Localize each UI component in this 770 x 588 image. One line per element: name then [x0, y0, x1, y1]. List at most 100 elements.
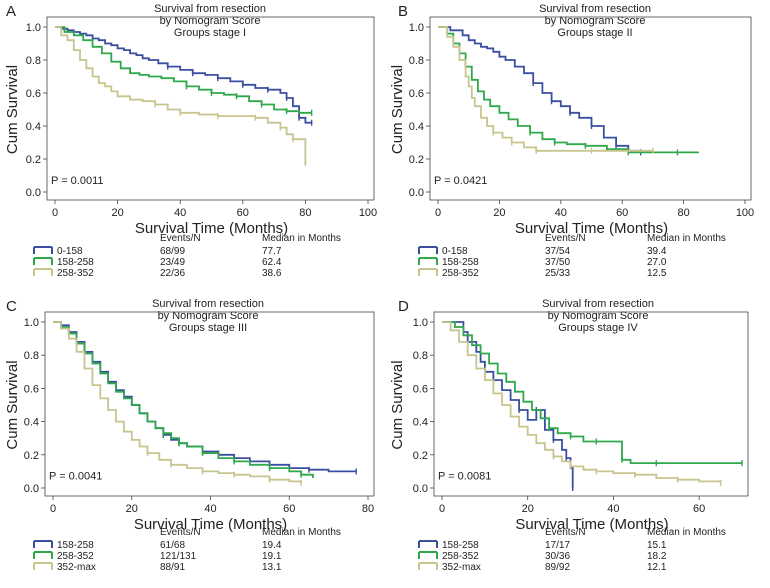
x-tick-label: 40 — [204, 503, 216, 515]
series-line-352-max — [53, 321, 302, 483]
chart-title-line: by Nomogram Score — [158, 310, 259, 322]
table-median: 62.4 — [262, 257, 282, 268]
series-line-0-158 — [55, 26, 312, 124]
legend-entry: 258-352 — [442, 551, 479, 562]
panel-label: D — [398, 298, 409, 315]
series-line-258-352 — [55, 26, 307, 166]
plot-frame — [433, 311, 749, 497]
p-value: P = 0.0041 — [49, 471, 102, 483]
y-tick-label: 0.2 — [24, 450, 39, 462]
y-tick-label: 0.8 — [26, 55, 41, 67]
chart-title-line: Groups stage I — [174, 27, 246, 39]
x-tick-label: 60 — [693, 503, 705, 515]
chart-title-line: Groups stage IV — [558, 322, 638, 334]
y-tick-label: 0.2 — [413, 450, 428, 462]
legend-entry: 0-158 — [57, 246, 83, 257]
y-tick-label: 0.6 — [24, 383, 39, 395]
x-tick-label: 40 — [174, 207, 186, 219]
legend-entry: 158-258 — [442, 257, 479, 268]
table-events: 37/54 — [545, 246, 570, 257]
x-tick-label: 20 — [522, 503, 534, 515]
series-line-258-352 — [438, 26, 653, 152]
y-tick-label: 0.6 — [26, 88, 41, 100]
panel-label: B — [398, 3, 408, 20]
table-median: 77.7 — [262, 246, 282, 257]
x-tick-label: 80 — [362, 503, 374, 515]
table-median: 38.6 — [262, 268, 282, 279]
plot-frame — [429, 16, 752, 201]
legend-entry: 352-max — [57, 562, 96, 573]
table-median: 15.1 — [647, 540, 667, 551]
table-events: 30/36 — [545, 551, 570, 562]
y-tick-label: 0.8 — [24, 350, 39, 362]
table-header-median: Median in Months — [262, 527, 341, 538]
y-tick-label: 0.6 — [413, 383, 428, 395]
table-events: 17/17 — [545, 540, 570, 551]
chart-title-line: Survival from resection — [154, 3, 266, 15]
plot-frame — [44, 311, 375, 497]
x-tick-label: 0 — [50, 503, 56, 515]
y-tick-label: 0.4 — [409, 121, 424, 133]
table-header-median: Median in Months — [647, 233, 726, 244]
x-tick-label: 60 — [283, 503, 295, 515]
x-tick-label: 100 — [736, 207, 754, 219]
table-events: 23/49 — [160, 257, 185, 268]
y-tick-label: 0.0 — [26, 187, 41, 199]
legend-entry: 158-258 — [442, 540, 479, 551]
legend-entry: 158-258 — [57, 257, 94, 268]
x-tick-label: 60 — [616, 207, 628, 219]
x-tick-label: 0 — [52, 207, 58, 219]
legend-entry: 0-158 — [442, 246, 468, 257]
series-line-352-max — [442, 321, 722, 483]
x-tick-label: 20 — [111, 207, 123, 219]
x-axis-label: Survival Time (Months) — [515, 220, 668, 237]
y-tick-label: 1.0 — [24, 317, 39, 329]
table-events: 25/33 — [545, 268, 570, 279]
chart-title-line: by Nomogram Score — [545, 15, 646, 27]
table-median: 19.1 — [262, 551, 282, 562]
table-header-events: Events/N — [160, 233, 201, 244]
table-header-median: Median in Months — [647, 527, 726, 538]
table-header-events: Events/N — [545, 527, 586, 538]
p-value: P = 0.0421 — [434, 175, 487, 187]
panel-label: A — [6, 3, 16, 20]
chart-title-line: Survival from resection — [542, 298, 654, 310]
y-axis-label: Cum Survival — [4, 65, 21, 154]
chart-title-line: by Nomogram Score — [548, 310, 649, 322]
series-line-258-352 — [442, 321, 742, 464]
y-tick-label: 1.0 — [413, 317, 428, 329]
table-median: 27.0 — [647, 257, 667, 268]
table-median: 13.1 — [262, 562, 282, 573]
series-line-258-352 — [53, 321, 314, 478]
table-events: 61/68 — [160, 540, 185, 551]
x-tick-label: 80 — [299, 207, 311, 219]
panel-label: C — [6, 298, 17, 315]
chart-title-line: Groups stage III — [169, 322, 247, 334]
series-line-158-258 — [438, 26, 699, 154]
chart-title-line: Survival from resection — [539, 3, 651, 15]
y-tick-label: 0.0 — [24, 483, 39, 495]
y-axis-label: Cum Survival — [389, 65, 406, 154]
series-line-158-258 — [442, 321, 574, 488]
plot-frame — [46, 16, 375, 201]
x-tick-label: 20 — [126, 503, 138, 515]
y-tick-label: 0.0 — [413, 483, 428, 495]
x-axis-label: Survival Time (Months) — [515, 516, 668, 533]
y-axis-label: Cum Survival — [389, 360, 406, 449]
x-axis-label: Survival Time (Months) — [135, 220, 288, 237]
x-tick-label: 0 — [435, 207, 441, 219]
y-tick-label: 0.8 — [413, 350, 428, 362]
y-tick-label: 0.8 — [409, 55, 424, 67]
y-tick-label: 1.0 — [26, 22, 41, 34]
y-tick-label: 0.6 — [409, 88, 424, 100]
table-header-events: Events/N — [160, 527, 201, 538]
x-tick-label: 100 — [359, 207, 377, 219]
x-axis-label: Survival Time (Months) — [134, 516, 287, 533]
table-events: 89/92 — [545, 562, 570, 573]
chart-title-line: Survival from resection — [152, 298, 264, 310]
